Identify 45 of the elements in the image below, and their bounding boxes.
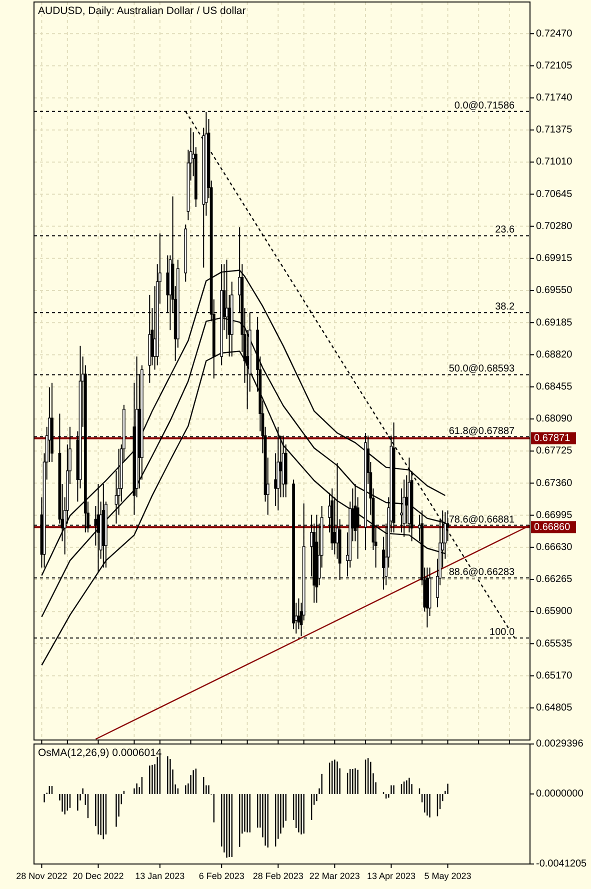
- y-tick-label: 0.65170: [536, 670, 573, 682]
- y-tick-label: 0.0029396: [536, 738, 584, 750]
- annotation: 88.6@0.66283: [448, 566, 516, 578]
- y-tick-label: 0.65900: [536, 606, 573, 618]
- y-tick-label: 0.70645: [536, 188, 573, 200]
- x-tick-label: 28 Feb 2023: [252, 871, 304, 881]
- y-tick-label: 0.66265: [536, 574, 573, 586]
- y-tick-label: 0.69915: [536, 253, 573, 264]
- ref-line-label: 0.67871: [534, 432, 571, 444]
- y-tick-label: -0.0041205: [536, 858, 588, 870]
- annotation: 61.8@0.67887: [448, 426, 516, 437]
- y-tick-label: 0.68090: [536, 414, 573, 425]
- y-tick-label: 0.69550: [536, 285, 573, 296]
- x-tick-label: 13 Apr 2023: [366, 871, 416, 881]
- annotation: 78.6@0.66881: [448, 514, 516, 526]
- annotation: 38.2: [495, 302, 516, 313]
- chart-title: OsMA(12,26,9) 0.0006014: [38, 747, 162, 759]
- y-tick-label: 0.71375: [536, 124, 573, 136]
- y-tick-label: 0.66630: [536, 542, 573, 554]
- annotation: 50.0@0.68593: [448, 364, 516, 375]
- annotation: 100.0: [490, 626, 516, 638]
- x-tick-label: 6 Feb 2023: [198, 871, 244, 881]
- x-tick-label: 22 Mar 2023: [309, 871, 360, 881]
- y-tick-label: 0.67360: [536, 478, 573, 489]
- y-tick-label: 0.72105: [536, 60, 573, 72]
- y-tick-label: 0.70280: [536, 220, 573, 232]
- y-tick-label: 0.72470: [536, 28, 573, 40]
- y-tick-label: 0.0000000: [536, 788, 584, 800]
- chart-title: AUDUSD, Daily: Australian Dollar / US dollar: [38, 5, 246, 17]
- y-tick-label: 0.69185: [536, 317, 573, 328]
- annotation: 23.6: [495, 224, 516, 236]
- y-tick-label: 0.71010: [536, 156, 573, 168]
- y-tick-label: 0.64805: [536, 702, 573, 714]
- y-tick-label: 0.71740: [536, 92, 573, 104]
- y-tick-label: 0.67725: [536, 446, 573, 457]
- x-tick-label: 20 Dec 2022: [72, 871, 124, 881]
- y-tick-label: 0.66995: [536, 510, 573, 521]
- x-tick-label: 13 Jan 2023: [135, 871, 185, 881]
- x-tick-label: 28 Nov 2022: [16, 871, 68, 881]
- y-tick-label: 0.68820: [536, 349, 573, 360]
- y-tick-label: 0.65535: [536, 638, 573, 650]
- annotation: 0.0@0.71586: [454, 100, 516, 112]
- ref-line-label: 0.66860: [534, 522, 571, 533]
- y-tick-label: 0.68455: [536, 381, 573, 392]
- x-tick-label: 5 May 2023: [424, 871, 472, 881]
